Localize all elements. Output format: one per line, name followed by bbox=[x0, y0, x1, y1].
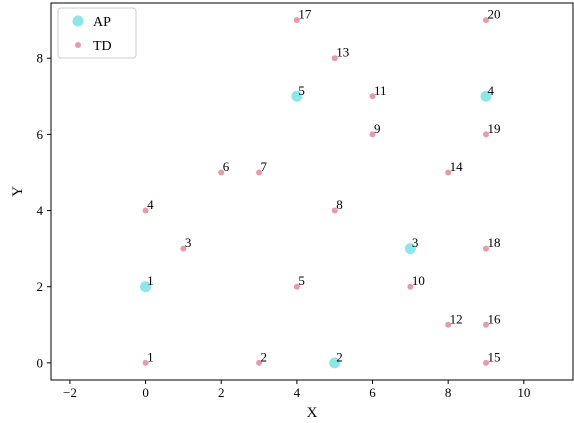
point-td-5 bbox=[293, 283, 300, 290]
point-td-14 bbox=[445, 169, 452, 176]
point-label-ap-4: 4 bbox=[488, 83, 495, 98]
point-td-9 bbox=[369, 131, 376, 138]
y-tick-label: 2 bbox=[37, 279, 44, 294]
point-ap-1 bbox=[140, 281, 152, 293]
point-label-td-14: 14 bbox=[450, 159, 464, 174]
x-tick-label: 4 bbox=[294, 385, 301, 400]
legend-marker-td bbox=[75, 42, 81, 48]
y-axis-label: Y bbox=[10, 186, 26, 197]
point-ap-2 bbox=[329, 357, 341, 369]
legend-label-td: TD bbox=[93, 39, 112, 54]
point-td-3 bbox=[180, 245, 187, 252]
point-label-ap-3: 3 bbox=[412, 235, 419, 250]
point-label-td-10: 10 bbox=[412, 273, 425, 288]
y-tick-label: 0 bbox=[37, 355, 44, 370]
point-label-td-12: 12 bbox=[450, 311, 463, 326]
point-label-td-3: 3 bbox=[185, 235, 192, 250]
y-tick-label: 6 bbox=[37, 127, 44, 142]
point-td-13 bbox=[331, 55, 338, 62]
point-td-10 bbox=[407, 283, 414, 290]
plot-frame bbox=[50, 2, 574, 381]
point-td-20 bbox=[483, 17, 489, 24]
point-td-17 bbox=[293, 17, 300, 24]
point-td-7 bbox=[256, 169, 263, 176]
point-td-19 bbox=[483, 131, 489, 138]
point-td-4 bbox=[142, 207, 149, 214]
x-tick-label: 2 bbox=[218, 385, 225, 400]
x-tick-label: −2 bbox=[63, 385, 77, 400]
x-tick-label: 10 bbox=[517, 385, 530, 400]
point-td-6 bbox=[218, 169, 225, 176]
legend: AP TD bbox=[57, 7, 137, 59]
point-td-1 bbox=[142, 359, 149, 366]
point-td-18 bbox=[483, 245, 489, 252]
y-axis: 0 2 4 6 8 bbox=[37, 51, 51, 370]
point-label-td-20: 20 bbox=[488, 7, 501, 22]
point-td-12 bbox=[445, 321, 452, 328]
point-label-td-5: 5 bbox=[298, 273, 305, 288]
y-tick-label: 4 bbox=[37, 203, 44, 218]
point-label-td-6: 6 bbox=[223, 159, 230, 174]
x-axis-label: X bbox=[307, 405, 318, 421]
point-label-td-19: 19 bbox=[488, 121, 501, 136]
x-tick-label: 8 bbox=[445, 385, 452, 400]
x-axis: −2 0 2 4 6 8 10 bbox=[63, 380, 530, 400]
point-label-td-4: 4 bbox=[147, 197, 154, 212]
point-td-8 bbox=[331, 207, 338, 214]
x-tick-label: 6 bbox=[369, 385, 376, 400]
point-label-td-17: 17 bbox=[298, 7, 312, 22]
point-ap-4 bbox=[480, 90, 492, 102]
point-label-td-13: 13 bbox=[336, 45, 349, 60]
point-td-15 bbox=[483, 359, 489, 366]
data-points bbox=[140, 17, 492, 369]
point-td-11 bbox=[369, 93, 376, 100]
x-tick-label: 0 bbox=[142, 385, 149, 400]
y-tick-label: 8 bbox=[37, 51, 44, 66]
point-td-2 bbox=[256, 359, 263, 366]
plot-border bbox=[50, 2, 574, 381]
point-ap-3 bbox=[404, 243, 416, 255]
point-label-td-7: 7 bbox=[261, 159, 268, 174]
point-label-ap-2: 2 bbox=[336, 349, 343, 364]
point-label-td-18: 18 bbox=[488, 235, 501, 250]
point-label-td-8: 8 bbox=[336, 197, 343, 212]
point-label-td-16: 16 bbox=[488, 311, 502, 326]
legend-marker-ap bbox=[72, 15, 84, 27]
point-label-ap-1: 1 bbox=[147, 273, 154, 288]
point-label-td-9: 9 bbox=[374, 121, 381, 136]
point-td-16 bbox=[483, 321, 489, 328]
point-label-td-11: 11 bbox=[374, 83, 387, 98]
point-ap-5 bbox=[291, 90, 303, 102]
point-label-td-2: 2 bbox=[261, 349, 268, 364]
point-label-td-15: 15 bbox=[488, 349, 501, 364]
point-label-ap-5: 5 bbox=[298, 83, 305, 98]
point-label-td-1: 1 bbox=[147, 349, 154, 364]
legend-label-ap: AP bbox=[93, 15, 111, 30]
